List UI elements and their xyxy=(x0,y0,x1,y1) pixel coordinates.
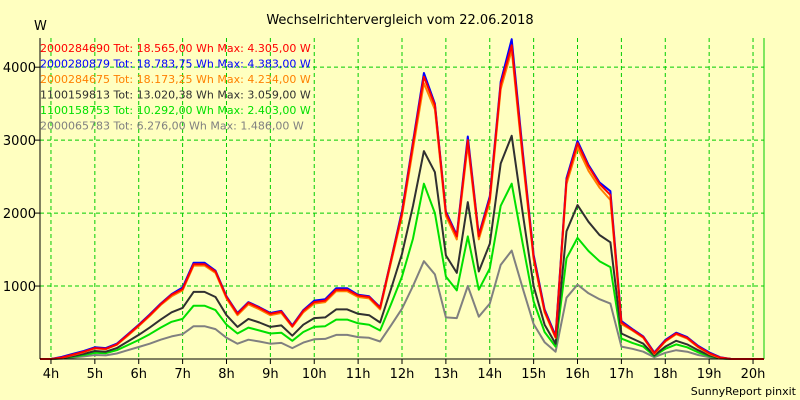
y-tick-label-1: 2000 xyxy=(3,207,36,222)
x-tick-label-11: 15h xyxy=(521,367,546,382)
y-tick-label-2: 3000 xyxy=(3,134,36,149)
grid xyxy=(40,38,765,359)
x-tick-label-9: 13h xyxy=(433,367,458,382)
series-line-2000284690 xyxy=(40,44,764,360)
y-axis-unit-label: W xyxy=(34,19,47,34)
legend-entry-2000284675: 2000284675 Tot: 18.173,25 Wh Max: 4.234,… xyxy=(40,73,311,86)
series-layer xyxy=(40,38,764,360)
y-tick-label-0: 1000 xyxy=(3,280,36,295)
x-tick-label-2: 6h xyxy=(130,367,147,382)
series-line-1100159813 xyxy=(40,134,764,360)
x-tick-label-14: 18h xyxy=(653,367,678,382)
series-line-2000065783 xyxy=(40,249,764,360)
x-tick-label-3: 7h xyxy=(174,367,191,382)
series-line-1100158753 xyxy=(40,182,764,360)
axes: 4h 5h 6h 7h 8h 9h 10h 11h 12h 13h 14h 15h 16h 17h 18h 1… xyxy=(3,38,766,382)
x-tick-label-7: 11h xyxy=(346,367,371,382)
x-tick-label-10: 14h xyxy=(477,367,502,382)
legend-entry-1100158753: 1100158753 Tot: 10.292,00 Wh Max: 2.403,… xyxy=(40,104,311,117)
legend-entry-1100159813: 1100159813 Tot: 13.020,38 Wh Max: 3.059,… xyxy=(40,89,311,102)
x-tick-label-6: 10h xyxy=(302,367,327,382)
legend: 2000284690 Tot: 18.565,00 Wh Max: 4.305,… xyxy=(40,42,311,133)
credit-label: SunnyReport pinxit xyxy=(691,385,797,398)
x-tick-label-0: 4h xyxy=(43,367,60,382)
y-tick-label-3: 4000 xyxy=(3,61,36,76)
x-tick-label-16: 20h xyxy=(741,367,766,382)
legend-entry-2000280879: 2000280879 Tot: 18.783,75 Wh Max: 4.383,… xyxy=(40,58,311,71)
x-tick-label-1: 5h xyxy=(87,367,104,382)
x-tick-label-13: 17h xyxy=(609,367,634,382)
x-tick-label-8: 12h xyxy=(390,367,415,382)
chart-title: Wechselrichtervergleich vom 22.06.2018 xyxy=(266,13,533,28)
x-tick-label-5: 9h xyxy=(262,367,279,382)
legend-entry-2000284690: 2000284690 Tot: 18.565,00 Wh Max: 4.305,… xyxy=(40,42,311,55)
x-tick-label-4: 8h xyxy=(218,367,235,382)
x-tick-label-12: 16h xyxy=(565,367,590,382)
legend-entry-2000065783: 2000065783 Tot: 6.276,00 Wh Max: 1.486,0… xyxy=(40,120,304,133)
x-tick-label-15: 19h xyxy=(697,367,722,382)
